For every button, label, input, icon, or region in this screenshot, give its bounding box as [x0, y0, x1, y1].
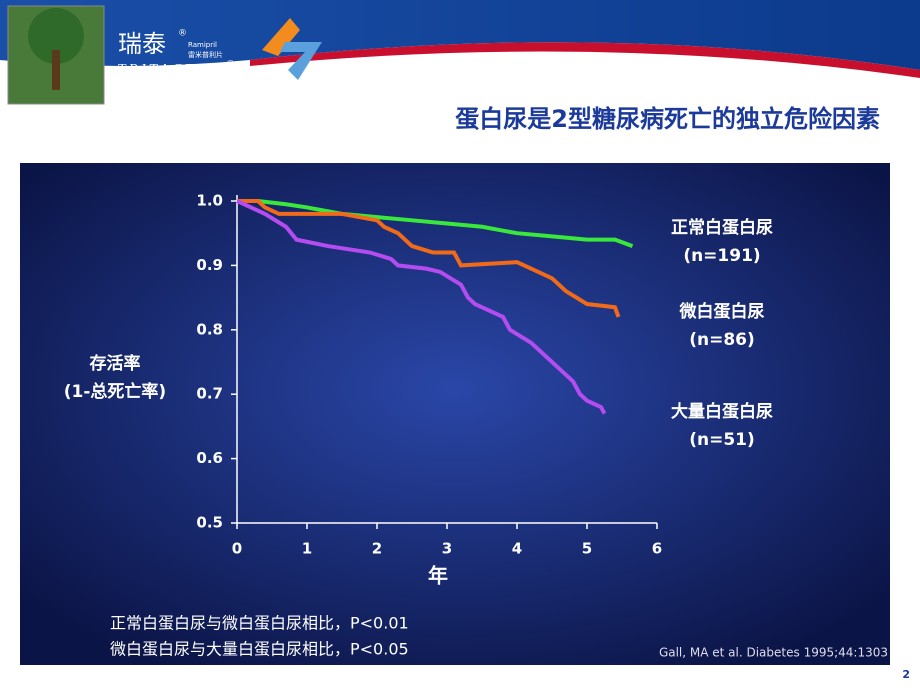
registered: ® [178, 29, 187, 39]
note: 微白蛋白尿与大量白蛋白尿相比，P<0.05 [110, 640, 409, 659]
x-tick-label: 2 [372, 540, 382, 558]
legend-name: 微白蛋白尿 [679, 301, 765, 322]
note: 正常白蛋白尿与微白蛋白尿相比，P<0.01 [110, 614, 409, 633]
logo-trunk [52, 50, 60, 90]
citation: Gall, MA et al. Diabetes 1995;44:1303 [659, 646, 888, 660]
legend-n: (n=51) [689, 430, 755, 450]
x-tick-label: 4 [512, 540, 522, 558]
survival-curve [236, 199, 607, 415]
x-tick-label: 0 [232, 540, 242, 558]
brand-en: TRITACE [118, 62, 197, 77]
y-tick-label: 0.7 [196, 385, 223, 403]
legend-n: (n=191) [683, 246, 760, 266]
brand-cn: 瑞泰 [118, 30, 166, 58]
x-tick-label: 1 [302, 540, 312, 558]
brand-generic-cn: 雷米普利片 [188, 50, 223, 59]
y-tick-label: 0.8 [196, 320, 223, 338]
legend-name: 正常白蛋白尿 [671, 217, 773, 238]
y-tick-label: 0.5 [196, 514, 223, 532]
brand-generic: Ramipril [188, 41, 217, 49]
x-tick-label: 3 [442, 540, 452, 558]
chart-panel [20, 163, 890, 665]
header-swoosh [0, 0, 920, 70]
legend-n: (n=86) [689, 330, 755, 350]
logo-mark [262, 18, 300, 56]
y-tick-label: 0.6 [196, 449, 223, 467]
y-tick-label: 1.0 [196, 192, 223, 210]
x-tick-label: 6 [652, 540, 662, 558]
y-axis-label: (1-总死亡率) [64, 381, 166, 402]
x-tick-label: 5 [582, 540, 592, 558]
registered-2: ® [226, 60, 235, 70]
survival-curve [237, 199, 621, 318]
survival-curve [237, 199, 634, 248]
y-tick-label: 0.9 [196, 256, 223, 274]
y-axis-label: 存活率 [90, 353, 141, 374]
logo-tree [28, 8, 84, 64]
x-axis-label: 年 [428, 564, 448, 588]
page-number: 2 [902, 668, 910, 681]
logo-mark-2 [280, 42, 322, 80]
header-stripe [250, 42, 920, 78]
legend-name: 大量白蛋白尿 [671, 401, 773, 422]
slide-title: 蛋白尿是2型糖尿病死亡的独立危险因素 [455, 105, 880, 133]
